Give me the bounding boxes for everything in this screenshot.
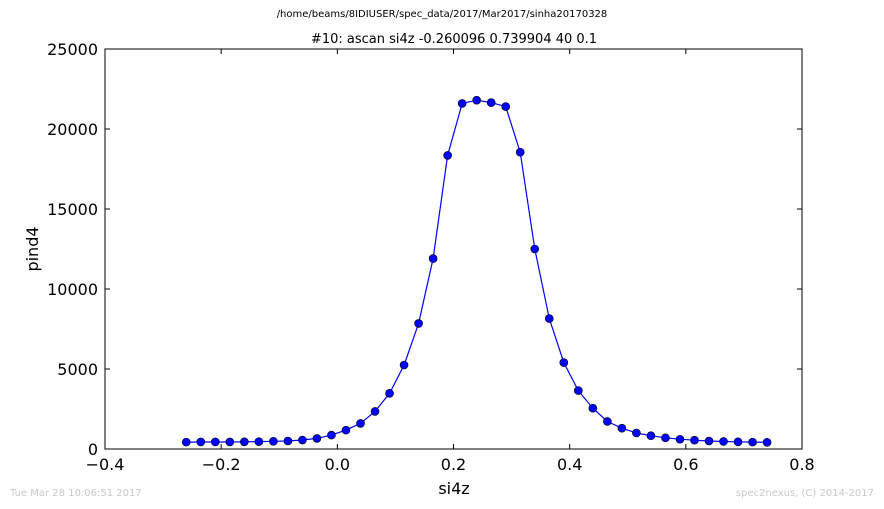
- data-point: [559, 358, 569, 367]
- data-point: [748, 437, 757, 447]
- y-tick-label: 25000: [47, 40, 98, 59]
- data-point: [211, 437, 220, 447]
- data-point: [356, 419, 365, 428]
- plot-frame: [104, 48, 803, 450]
- data-point: [181, 437, 191, 447]
- data-point: [719, 437, 728, 446]
- data-point: [515, 147, 525, 157]
- data-point: [646, 431, 656, 441]
- y-tick-label: 15000: [47, 200, 98, 219]
- data-point: [733, 437, 743, 447]
- x-tick-label: 0.6: [673, 455, 698, 474]
- data-point: [486, 98, 496, 107]
- x-tick-label: 0.2: [441, 455, 466, 474]
- data-point: [443, 151, 452, 160]
- x-tick-label: 0.8: [789, 455, 814, 474]
- data-point: [225, 437, 235, 447]
- data-point: [675, 434, 685, 444]
- y-tick-label: 0: [88, 440, 98, 459]
- data-point: [603, 417, 612, 426]
- data-point: [399, 360, 409, 370]
- y-tick-label: 5000: [57, 360, 98, 379]
- data-point: [762, 437, 772, 447]
- data-point: [428, 254, 438, 263]
- series-line: [186, 99, 768, 443]
- series-markers: [181, 95, 772, 447]
- data-point: [327, 430, 336, 440]
- timestamp: Tue Mar 28 10:06:51 2017: [10, 488, 142, 499]
- x-tick-label: −0.4: [86, 455, 125, 474]
- data-point: [370, 407, 380, 416]
- axis-ticks: [104, 48, 803, 450]
- data-point: [588, 403, 598, 413]
- data-point: [617, 423, 627, 433]
- data-point: [690, 435, 699, 445]
- tick-labels: −0.4 −0.2 0.0 0.2 0.4 0.6 0.8 0 5000 10000 15000 20…: [47, 40, 815, 474]
- x-tick-label: 0.4: [557, 455, 582, 474]
- data-point: [661, 433, 670, 443]
- data-point: [501, 102, 511, 111]
- data-point: [414, 319, 423, 328]
- y-tick-label: 10000: [47, 280, 98, 299]
- data-point: [196, 437, 206, 447]
- data-point: [704, 436, 714, 446]
- data-point: [269, 437, 278, 446]
- data-point: [457, 99, 467, 108]
- credit: spec2nexus, (C) 2014-2017: [735, 488, 874, 499]
- data-point: [472, 95, 481, 105]
- data-point: [385, 389, 394, 398]
- data-point: [240, 437, 249, 447]
- data-point: [283, 436, 293, 446]
- x-axis-label: si4z: [438, 479, 469, 498]
- data-point: [544, 314, 554, 323]
- y-tick-label: 20000: [47, 120, 98, 139]
- x-tick-label: −0.2: [202, 455, 241, 474]
- figure-suptitle: /home/beams/8IDIUSER/spec_data/2017/Mar2…: [276, 9, 608, 20]
- data-point: [341, 425, 351, 435]
- data-point: [312, 434, 322, 443]
- data-point: [530, 244, 540, 254]
- data-point: [632, 428, 641, 438]
- data-point: [574, 386, 583, 395]
- y-axis-label: pind4: [23, 226, 42, 271]
- x-tick-label: 0.0: [325, 455, 350, 474]
- data-point: [254, 437, 264, 446]
- data-point: [298, 435, 307, 445]
- chart-title: #10: ascan si4z -0.260096 0.739904 40 0.…: [311, 32, 597, 47]
